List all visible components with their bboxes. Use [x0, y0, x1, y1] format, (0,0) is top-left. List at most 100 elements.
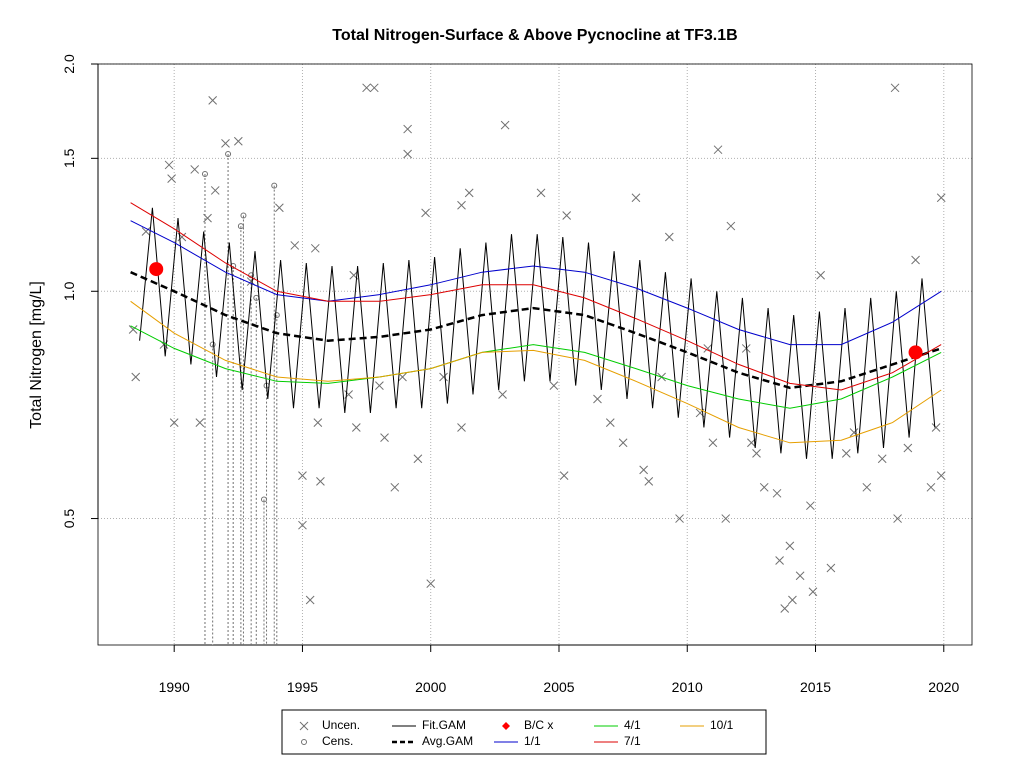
point	[877, 454, 887, 464]
point-stroke	[926, 482, 936, 492]
point	[713, 145, 723, 155]
point	[785, 541, 795, 551]
point	[313, 418, 323, 427]
point-stroke	[536, 188, 546, 198]
point	[169, 418, 179, 427]
point-stroke	[675, 514, 684, 523]
point-stroke	[195, 418, 205, 427]
point-stroke	[390, 482, 400, 492]
point	[310, 243, 320, 253]
point-stroke	[221, 139, 230, 148]
point-stroke	[726, 221, 736, 231]
point-stroke	[403, 149, 412, 159]
point-stroke	[816, 270, 826, 280]
x-tick-label: 1990	[159, 679, 190, 695]
point	[221, 139, 230, 148]
point	[631, 193, 641, 203]
point	[305, 595, 315, 605]
point-stroke	[203, 213, 212, 223]
point-stroke	[426, 579, 436, 588]
point-stroke	[808, 587, 818, 597]
point-stroke	[310, 243, 320, 253]
legend-item: 10/1	[680, 718, 734, 732]
point-stroke	[664, 232, 674, 242]
legend-label: B/C x	[524, 718, 553, 732]
x-tick-label: 1995	[287, 679, 318, 695]
legend-swatch	[299, 721, 309, 731]
point	[721, 514, 731, 523]
legend-swatch	[502, 722, 510, 730]
point-stroke	[380, 433, 389, 442]
series-line	[130, 325, 942, 409]
point	[131, 372, 141, 382]
point	[164, 160, 174, 170]
point-stroke	[708, 438, 718, 448]
point	[593, 394, 602, 404]
point	[788, 595, 797, 605]
series-line	[139, 207, 936, 459]
point-stroke	[936, 193, 946, 203]
point	[752, 448, 761, 458]
legend-item: 7/1	[594, 734, 641, 748]
point-stroke	[298, 520, 307, 530]
point-stroke	[375, 381, 384, 390]
point	[413, 454, 423, 464]
point	[167, 174, 176, 183]
point-stroke	[785, 541, 795, 551]
x-tick-label: 2005	[543, 679, 574, 695]
y-axis-label: Total Nitrogen [mg/L]	[28, 281, 45, 429]
point-stroke	[369, 83, 379, 93]
point	[936, 193, 946, 203]
point	[605, 418, 615, 427]
point-stroke	[618, 438, 628, 448]
point	[464, 188, 474, 198]
point-stroke	[290, 241, 300, 250]
point	[369, 83, 379, 93]
point-stroke	[439, 372, 448, 382]
legend-label: Fit.GAM	[422, 718, 466, 732]
point-stroke	[298, 471, 307, 480]
point	[237, 223, 244, 230]
point-stroke	[752, 448, 761, 458]
point-stroke	[464, 188, 474, 198]
point	[862, 482, 872, 492]
point	[675, 514, 684, 523]
point	[190, 165, 200, 174]
point-stroke	[644, 477, 654, 486]
point-stroke	[398, 372, 407, 382]
point-stroke	[141, 227, 151, 236]
legend-item: Fit.GAM	[392, 718, 466, 732]
point	[759, 482, 769, 492]
x-tick-label: 2015	[800, 679, 831, 695]
point	[316, 477, 325, 486]
censored-point	[237, 223, 244, 645]
point	[664, 232, 674, 242]
point	[500, 120, 510, 130]
point	[380, 433, 389, 442]
point	[403, 149, 412, 159]
censored-point	[271, 182, 278, 645]
point-stroke	[349, 270, 359, 280]
legend-swatch	[301, 739, 307, 745]
legend-item: B/C x	[502, 718, 553, 732]
legend-label: 10/1	[710, 718, 734, 732]
point	[421, 208, 430, 218]
point	[271, 182, 278, 189]
point-stroke	[849, 428, 859, 437]
y-tick-label: 1.0	[61, 281, 77, 301]
point	[816, 270, 826, 280]
point	[375, 381, 384, 390]
point	[149, 262, 164, 277]
point-stroke	[826, 563, 836, 573]
point-stroke	[806, 501, 815, 511]
point	[403, 124, 412, 134]
point	[209, 341, 216, 348]
point-stroke	[177, 232, 187, 242]
point	[536, 188, 546, 198]
chart-title: Total Nitrogen-Surface & Above Pycnoclin…	[332, 27, 737, 44]
point-stroke	[210, 186, 220, 195]
point-stroke	[562, 211, 572, 220]
point	[772, 488, 782, 498]
point-stroke	[351, 423, 361, 432]
